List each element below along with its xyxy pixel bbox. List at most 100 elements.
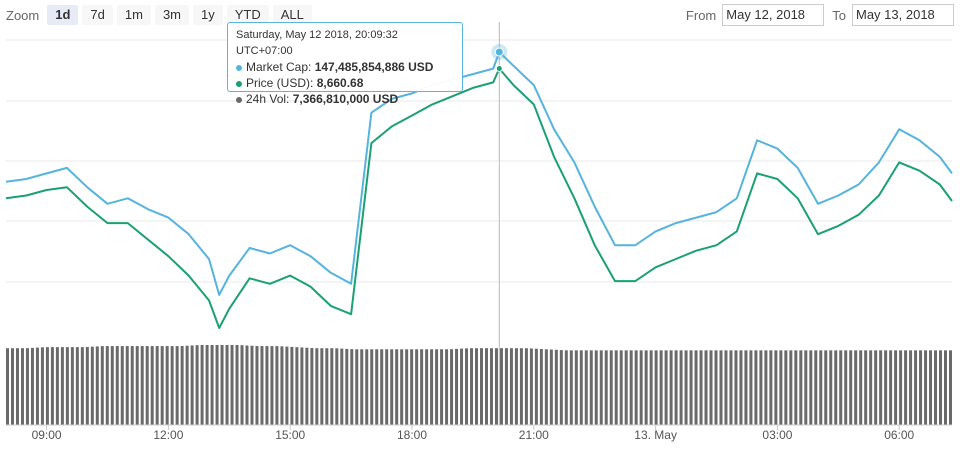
volume-bar <box>504 348 508 425</box>
market-cap-dot-icon <box>236 64 242 71</box>
volume-bar <box>654 350 658 425</box>
volume-bar <box>295 347 299 425</box>
from-label: From <box>685 7 717 23</box>
volume-bar <box>150 346 154 425</box>
volume-bar <box>849 350 853 425</box>
volume-bar <box>335 348 339 425</box>
volume-bar <box>165 346 169 425</box>
to-date-input[interactable]: May 13, 2018 <box>852 4 954 26</box>
market-cap-marker <box>494 47 504 57</box>
volume-bar <box>869 350 873 425</box>
volume-bar <box>120 346 124 425</box>
volume-bar <box>20 348 24 425</box>
volume-bar <box>255 346 259 425</box>
zoom-all-button[interactable]: ALL <box>272 5 312 25</box>
volume-bar <box>734 350 738 425</box>
zoom-1m-button[interactable]: 1m <box>116 5 151 25</box>
volume-bar <box>6 348 9 425</box>
volume-bar <box>460 348 464 425</box>
volume-bar <box>435 349 439 425</box>
volume-bar <box>724 350 728 425</box>
volume-bar <box>594 350 598 425</box>
volume-bar <box>145 346 149 425</box>
volume-bar <box>215 345 219 425</box>
volume-bar <box>420 349 424 425</box>
volume-bar <box>125 346 129 425</box>
volume-bar <box>380 349 384 425</box>
volume-bar <box>794 350 798 425</box>
volume-bar <box>290 346 294 425</box>
zoom-ytd-button[interactable]: YTD <box>226 5 269 25</box>
volume-bar <box>65 347 69 425</box>
volume-bar <box>854 350 858 425</box>
volume-bar <box>644 350 648 425</box>
volume-bar <box>25 348 29 425</box>
x-tick-label: 13. May <box>634 428 677 442</box>
volume-bar <box>400 349 404 425</box>
volume-bar <box>929 350 933 425</box>
zoom-1y-button[interactable]: 1y <box>193 5 223 25</box>
volume-bar <box>764 350 768 425</box>
zoom-3m-button[interactable]: 3m <box>154 5 189 25</box>
volume-bar <box>649 350 653 425</box>
volume-bar <box>664 350 668 425</box>
zoom-label: Zoom <box>6 7 40 23</box>
volume-bar <box>190 345 194 425</box>
volume-bar <box>475 348 479 425</box>
volume-bar <box>859 350 863 425</box>
volume-bar <box>320 348 324 425</box>
volume-bar <box>40 347 44 425</box>
volume-bar <box>60 347 64 425</box>
volume-bar <box>170 346 174 425</box>
volume-bar <box>430 349 434 425</box>
volume-bar <box>799 350 803 425</box>
volume-bar <box>85 346 89 425</box>
volume-bar <box>35 347 39 425</box>
volume-bar <box>659 350 663 425</box>
tooltip-volume-label: 24h Vol: <box>246 92 290 106</box>
volume-bar <box>759 350 763 425</box>
volume-bar <box>924 350 928 425</box>
tooltip-price-label: Price (USD): <box>246 76 314 90</box>
volume-bar <box>465 348 469 425</box>
volume-bar <box>110 346 114 425</box>
volume-bar <box>370 349 374 425</box>
zoom-1d-button[interactable]: 1d <box>47 5 79 25</box>
volume-bar <box>714 350 718 425</box>
x-tick-label: 03:00 <box>762 428 792 442</box>
volume-bar <box>385 349 389 425</box>
from-date-input[interactable]: May 12, 2018 <box>722 4 825 26</box>
zoom-7d-button[interactable]: 7d <box>82 5 113 25</box>
volume-bar <box>70 347 74 425</box>
volume-bar <box>90 346 94 425</box>
volume-bar <box>839 350 843 425</box>
volume-bar <box>884 350 888 425</box>
to-label: To <box>832 7 846 23</box>
volume-bar <box>779 350 783 425</box>
volume-bar <box>484 348 488 425</box>
volume-bar <box>365 349 369 425</box>
volume-bar <box>544 349 548 425</box>
volume-bar <box>405 349 409 425</box>
volume-bar <box>489 348 493 425</box>
price-dot-icon <box>236 80 242 87</box>
volume-bar <box>450 349 454 425</box>
volume-bar <box>804 350 808 425</box>
volume-bar <box>629 350 633 425</box>
volume-bar <box>604 350 608 425</box>
volume-bar <box>789 350 793 425</box>
volume-bar <box>160 346 164 425</box>
volume-bar <box>599 350 603 425</box>
volume-bar <box>829 350 833 425</box>
volume-bar <box>195 345 199 425</box>
volume-bar <box>345 348 349 425</box>
zoom-bar: Zoom 1d 7d 1m 3m 1y YTD ALL <box>6 4 316 26</box>
volume-bar <box>135 346 139 425</box>
volume-bar <box>285 346 289 425</box>
volume-bar <box>584 350 588 425</box>
volume-bar <box>579 350 583 425</box>
volume-bar <box>944 350 948 425</box>
volume-bar <box>410 349 414 425</box>
volume-bar <box>210 345 214 425</box>
